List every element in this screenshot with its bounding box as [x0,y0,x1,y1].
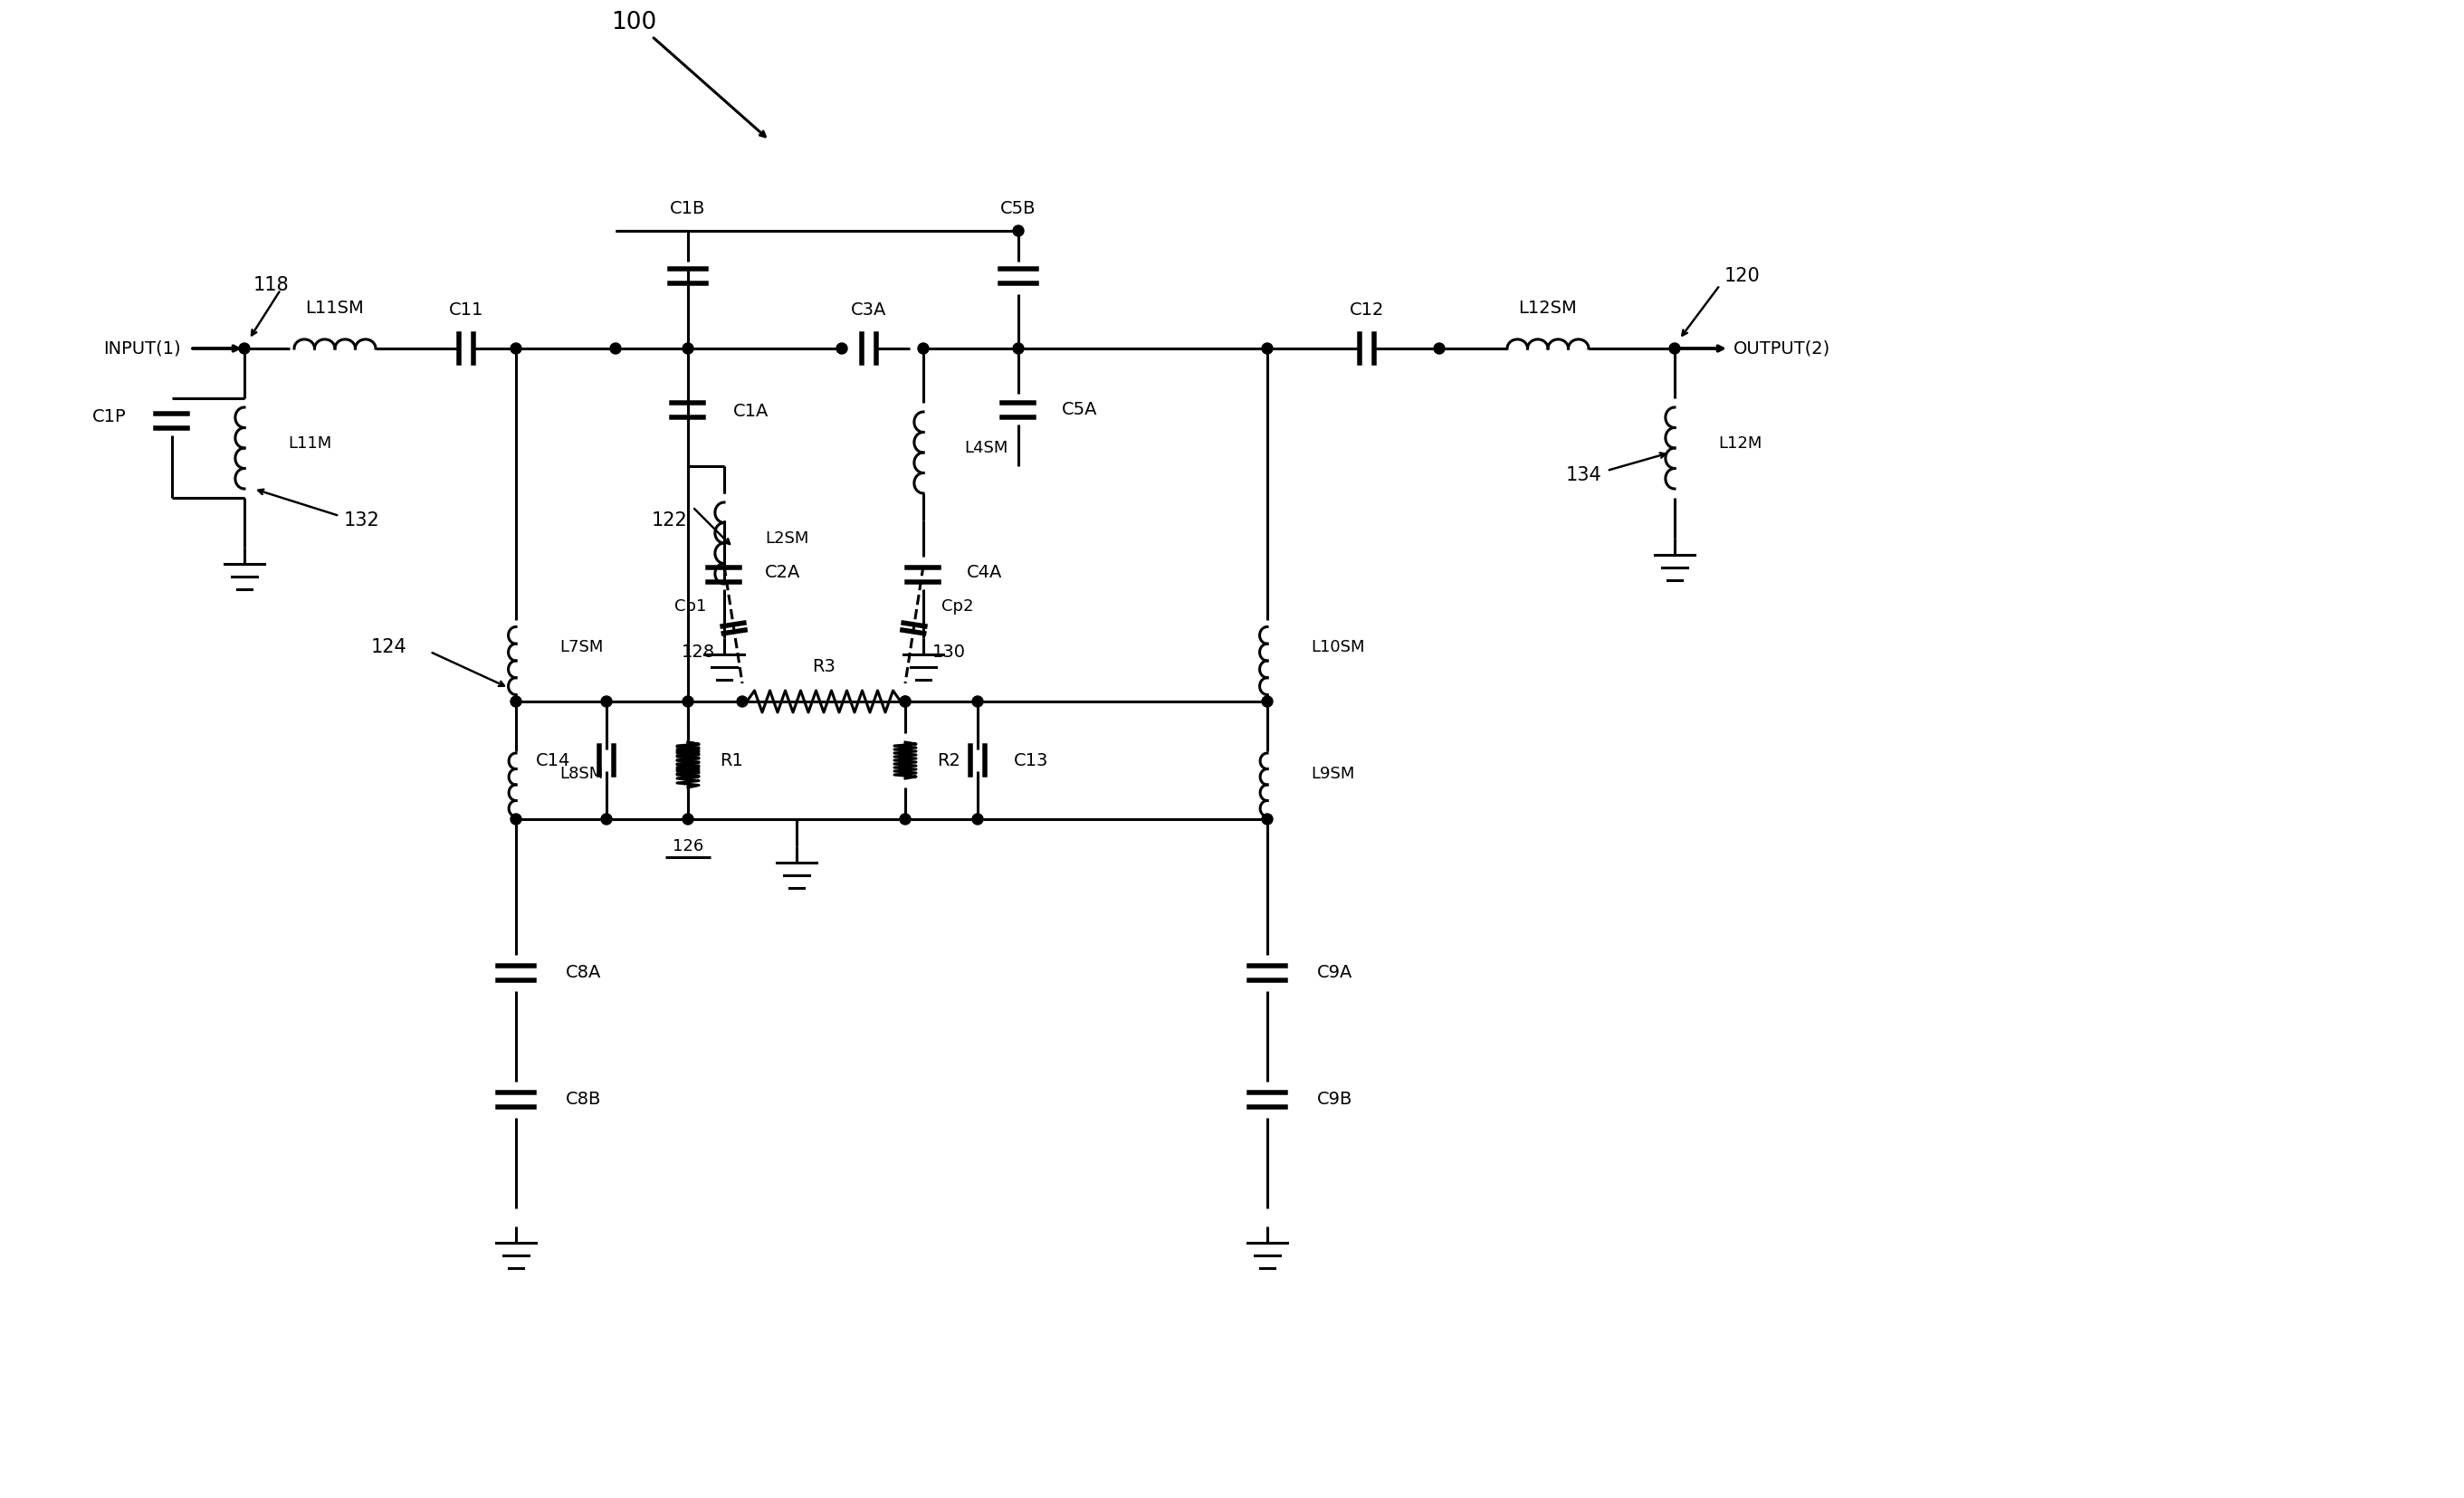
Circle shape [899,813,912,824]
Text: C5B: C5B [1000,199,1037,217]
Text: C8B: C8B [567,1091,601,1109]
Circle shape [601,813,611,824]
Text: L12M: L12M [1717,436,1762,452]
Circle shape [1013,225,1025,237]
Text: 100: 100 [611,10,655,34]
Text: C9B: C9B [1318,1091,1353,1109]
Text: C9A: C9A [1318,965,1353,981]
Text: L11M: L11M [288,436,333,452]
Text: L7SM: L7SM [559,640,604,655]
Circle shape [1262,813,1274,824]
Text: 128: 128 [683,643,715,661]
Circle shape [835,343,848,354]
Circle shape [899,697,912,707]
Text: INPUT(1): INPUT(1) [103,340,180,357]
Text: L12SM: L12SM [1518,300,1577,316]
Text: 122: 122 [653,511,687,529]
Text: 120: 120 [1725,267,1759,285]
Text: R1: R1 [719,752,744,768]
Text: C1B: C1B [670,199,705,217]
Text: L10SM: L10SM [1311,640,1365,655]
Circle shape [1434,343,1444,354]
Text: C1P: C1P [94,407,126,425]
Text: OUTPUT(2): OUTPUT(2) [1735,340,1831,357]
Circle shape [1262,343,1274,354]
Text: C14: C14 [535,752,569,768]
Circle shape [973,813,983,824]
Text: 132: 132 [345,511,379,529]
Circle shape [737,697,747,707]
Circle shape [510,697,522,707]
Circle shape [601,697,611,707]
Circle shape [899,697,912,707]
Circle shape [239,343,249,354]
Circle shape [683,697,692,707]
Text: L4SM: L4SM [963,440,1008,457]
Circle shape [510,813,522,824]
Circle shape [683,813,692,824]
Circle shape [919,343,929,354]
Text: C8A: C8A [567,965,601,981]
Text: C3A: C3A [850,303,887,319]
Text: Cp1: Cp1 [675,598,707,614]
Circle shape [611,343,621,354]
Text: R3: R3 [813,659,835,676]
Text: C4A: C4A [966,565,1003,581]
Circle shape [510,343,522,354]
Text: L2SM: L2SM [764,530,808,547]
Text: 124: 124 [372,638,407,656]
Text: L9SM: L9SM [1311,765,1355,782]
Text: C5A: C5A [1062,401,1096,418]
Text: 126: 126 [673,839,702,854]
Text: Cp2: Cp2 [941,598,973,614]
Circle shape [1668,343,1680,354]
Text: C1A: C1A [734,403,769,421]
Text: C11: C11 [448,303,483,319]
Text: C12: C12 [1350,303,1385,319]
Circle shape [683,343,692,354]
Text: R2: R2 [936,752,961,768]
Circle shape [1262,697,1274,707]
Circle shape [973,697,983,707]
Text: L8SM: L8SM [559,765,604,782]
Text: 118: 118 [254,276,288,294]
Circle shape [1013,343,1025,354]
Text: 134: 134 [1567,466,1602,484]
Text: L11SM: L11SM [306,300,365,316]
Text: C2A: C2A [764,565,801,581]
Text: C13: C13 [1013,752,1050,768]
Text: 130: 130 [931,643,966,661]
